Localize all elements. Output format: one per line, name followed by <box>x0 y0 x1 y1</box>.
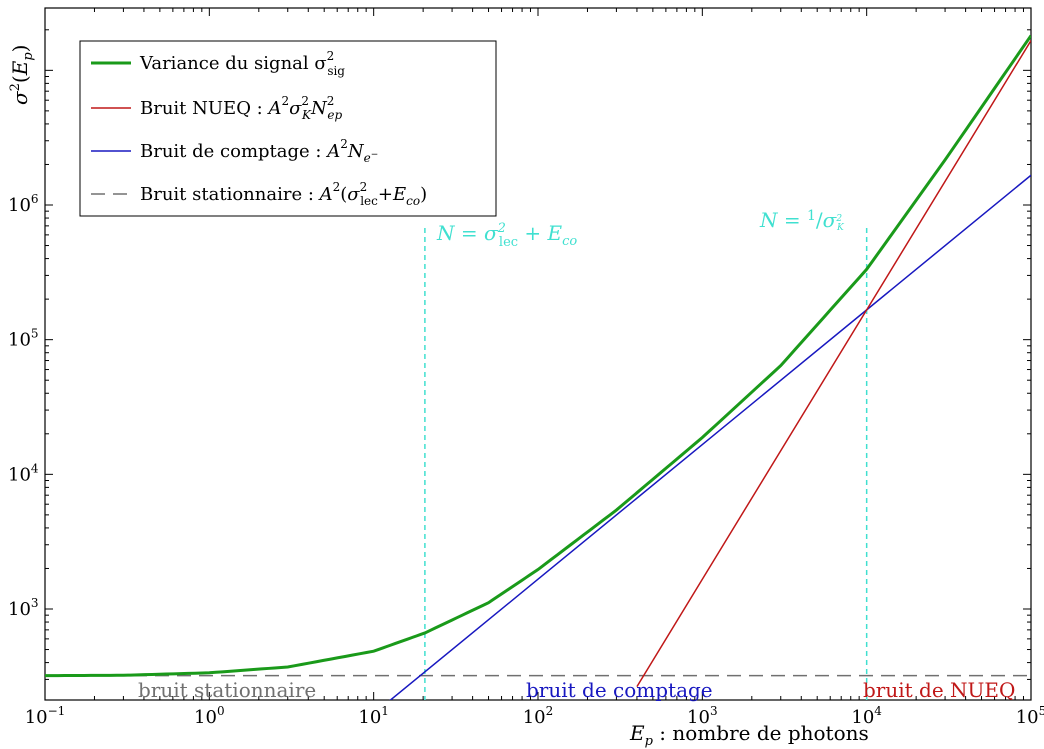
x-tick-label: 103 <box>687 704 718 728</box>
y-tick-labels: 103 104 105 106 <box>8 192 39 620</box>
x-tick-label: 102 <box>523 704 554 728</box>
annotation-noise-floor-threshold: N = σ2 lec + Eco <box>436 221 577 250</box>
x-tick-label: 104 <box>851 704 882 728</box>
x-tick-labels: 10−1 100 101 102 103 104 105 <box>25 704 1044 728</box>
x-tick-label: 101 <box>358 704 389 728</box>
legend: Variance du signal σ2 sig Bruit NUEQ : A2… <box>79 40 497 217</box>
annotation-nueq-threshold: N = 1/σ2 K <box>759 208 845 233</box>
legend-box <box>79 40 497 217</box>
x-tick-label: 10−1 <box>25 704 66 728</box>
y-tick-label: 105 <box>8 327 39 351</box>
y-axis-label: σ2(Ep) <box>8 45 36 106</box>
series-line-1 <box>636 40 1031 688</box>
legend-label-stationnaire: Bruit stationnaire : A2(σ2 lec+Eco) <box>140 180 427 208</box>
series-line-2 <box>389 174 1031 700</box>
y-tick-label: 106 <box>8 192 39 216</box>
x-tick-label: 105 <box>1016 704 1044 728</box>
series-group <box>45 34 1031 700</box>
region-label-stationnaire: bruit stationnaire <box>138 678 316 702</box>
region-label-comptage: bruit de comptage <box>526 678 713 702</box>
legend-label-nueq: Bruit NUEQ : A2σ2 KN2 ep <box>140 94 343 122</box>
legend-label-comptage: Bruit de comptage : A2Ne− <box>140 137 378 165</box>
region-label-nueq: bruit de NUEQ <box>863 678 1015 702</box>
series-line-0 <box>45 34 1031 678</box>
y-tick-label: 103 <box>8 596 39 620</box>
x-tick-label: 100 <box>194 704 225 728</box>
annotation-vlines <box>424 228 868 700</box>
x-axis-label: Ep : nombre de photons <box>629 721 869 749</box>
y-tick-label: 104 <box>8 461 39 485</box>
legend-label-signal: Variance du signal σ2 sig <box>139 49 345 78</box>
axis-ticks <box>44 8 1032 700</box>
